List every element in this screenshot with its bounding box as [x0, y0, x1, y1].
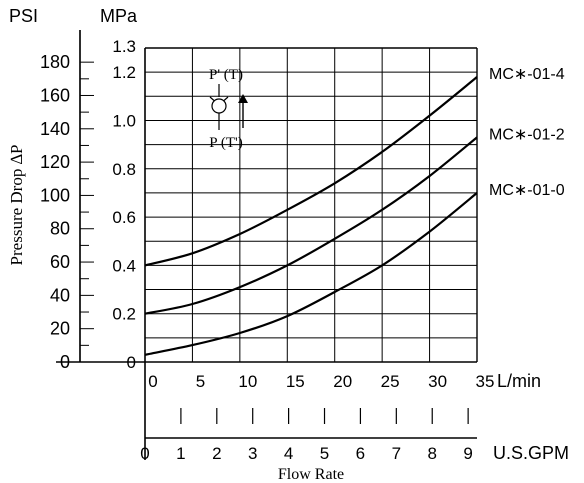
psi-tick-label: 160: [40, 85, 70, 105]
gpm-tick-label: 0: [140, 444, 149, 463]
psi-tick-label: 20: [50, 319, 70, 339]
x-unit-primary: L/min: [497, 371, 541, 391]
check-valve-symbol-icon: [209, 84, 248, 130]
gpm-tick-label: 5: [320, 444, 329, 463]
psi-tick-label: 120: [40, 152, 70, 172]
lpm-tick-label: 30: [428, 372, 447, 391]
series-label: MC∗-01-4: [489, 66, 565, 83]
lpm-tick-label: 0: [148, 372, 157, 391]
gpm-tick-label: 8: [427, 444, 436, 463]
mpa-tick-label: 0.8: [112, 160, 136, 179]
gpm-tick-label: 1: [176, 444, 185, 463]
symbol-label-top: P' (T): [209, 67, 243, 83]
gpm-tick-label: 7: [392, 444, 401, 463]
series-label: MC∗-01-2: [489, 126, 565, 143]
psi-tick-label: 40: [50, 285, 70, 305]
psi-tick-label: 60: [50, 252, 70, 272]
mpa-tick-label: 0.6: [112, 208, 136, 227]
lpm-tick-label: 15: [286, 372, 305, 391]
x-axis-title: Flow Rate: [278, 466, 344, 483]
psi-tick-label: 180: [40, 52, 70, 72]
series-label: MC∗-01-0: [489, 182, 565, 199]
lpm-tick-label: 10: [238, 372, 257, 391]
lpm-tick-label: 20: [333, 372, 352, 391]
gpm-tick-label: 4: [284, 444, 293, 463]
series-line: [144, 192, 478, 356]
gpm-tick-label: 9: [463, 444, 472, 463]
psi-tick-label: 80: [50, 219, 70, 239]
mpa-tick-label: 1.0: [112, 111, 136, 130]
mpa-tick-label: 0: [127, 353, 136, 372]
lpm-tick-label: 35: [476, 372, 495, 391]
series-line: [144, 76, 478, 267]
y-unit-left: PSI: [9, 6, 38, 26]
mpa-tick-label: 1.2: [112, 63, 136, 82]
series-line: [144, 136, 478, 315]
y-axis-title: Pressure Drop ∆P: [7, 145, 26, 266]
symbol-label-bottom: P (T'): [209, 135, 242, 151]
y-unit-right: MPa: [100, 6, 138, 26]
gpm-tick-label: 6: [356, 444, 365, 463]
gpm-tick-label: 3: [248, 444, 257, 463]
mpa-tick-label: 0.2: [112, 305, 136, 324]
x-unit-secondary: U.S.GPM: [493, 443, 569, 463]
mpa-tick-label: 0.4: [112, 256, 136, 275]
psi-tick-label: 0: [60, 352, 70, 372]
gpm-tick-label: 2: [212, 444, 221, 463]
mpa-tick-label: 1.3: [112, 37, 136, 56]
psi-tick-label: 100: [40, 185, 70, 205]
psi-tick-label: 140: [40, 119, 70, 139]
lpm-tick-label: 25: [381, 372, 400, 391]
lpm-tick-label: 5: [196, 372, 205, 391]
